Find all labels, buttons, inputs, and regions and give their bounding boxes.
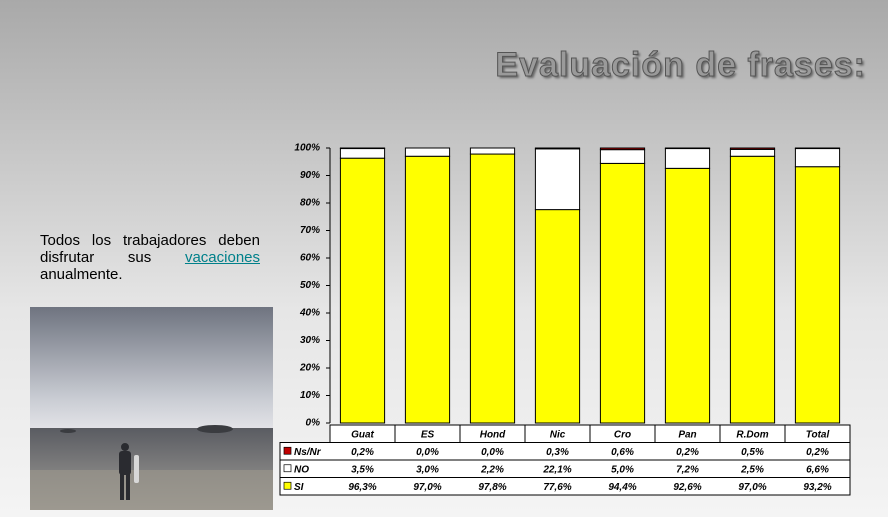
value-label: 5,0% — [611, 464, 634, 475]
bar-segment — [339, 148, 386, 159]
value-label: 97,8% — [478, 482, 506, 493]
y-tick-label: 20% — [299, 363, 320, 374]
x-tick-label: R.Dom — [736, 429, 768, 440]
bar-segment — [404, 147, 451, 157]
value-label: 6,6% — [806, 464, 829, 475]
value-label: 3,0% — [416, 464, 439, 475]
bar-segment — [404, 155, 451, 424]
value-label: 3,5% — [351, 464, 374, 475]
bar-segment — [729, 155, 776, 424]
text: Todos los trabajadores deben disfrutar s… — [40, 232, 260, 266]
value-label: 93,2% — [803, 482, 831, 493]
y-tick-label: 30% — [300, 335, 320, 346]
y-tick-label: 10% — [300, 390, 320, 401]
bar-segment — [339, 157, 386, 424]
value-label: 2,5% — [740, 464, 764, 475]
bar-segment — [534, 209, 581, 424]
bar-segment — [339, 147, 386, 150]
value-label: 2,2% — [480, 464, 504, 475]
y-tick-label: 90% — [300, 170, 320, 181]
bar-segment — [599, 162, 646, 424]
bar-segment — [534, 148, 581, 211]
legend-swatch — [283, 464, 292, 473]
legend-label: SI — [294, 482, 304, 493]
y-tick-label: 60% — [300, 253, 320, 264]
link[interactable]: vacaciones — [184, 249, 260, 266]
value-label: 96,3% — [348, 482, 376, 493]
legend-swatch — [283, 446, 292, 455]
x-tick-label: Guat — [351, 429, 374, 440]
bar-segment — [794, 147, 841, 150]
y-tick-label: 50% — [300, 280, 320, 291]
bar-segment — [599, 149, 646, 164]
value-label: 97,0% — [413, 482, 441, 493]
bar-segment — [664, 148, 711, 169]
value-label: 0,6% — [611, 447, 634, 458]
photo — [30, 307, 273, 510]
y-tick-label: 80% — [300, 198, 320, 209]
bar-segment — [729, 147, 776, 150]
y-tick-label: 0% — [306, 418, 321, 429]
x-tick-label: Total — [806, 429, 830, 440]
value-label: 0,3% — [546, 447, 569, 458]
x-tick-label: ES — [421, 429, 435, 440]
bar-segment — [664, 147, 711, 150]
bar-segment — [469, 147, 516, 155]
legend-label: NO — [294, 464, 309, 475]
legend-label: Ns/Nr — [294, 447, 322, 458]
y-tick-label: 100% — [294, 143, 320, 154]
value-label: 94,4% — [608, 482, 636, 493]
x-tick-label: Cro — [614, 429, 631, 440]
value-label: 92,6% — [673, 482, 701, 493]
value-label: 22,1% — [542, 464, 571, 475]
value-label: 97,0% — [738, 482, 766, 493]
x-tick-label: Pan — [678, 429, 696, 440]
y-tick-label: 70% — [300, 225, 320, 236]
value-label: 0,2% — [806, 447, 829, 458]
value-label: 0,5% — [741, 447, 764, 458]
paragraph: Todos los trabajadores deben disfrutar s… — [40, 232, 260, 283]
value-label: 7,2% — [676, 464, 699, 475]
value-label: 0,2% — [351, 447, 374, 458]
bar-segment — [794, 148, 841, 168]
text: anualmente. — [40, 266, 123, 283]
y-tick-label: 40% — [299, 308, 320, 319]
value-label: 77,6% — [543, 482, 571, 493]
bar-segment — [599, 147, 646, 151]
bar-segment — [664, 167, 711, 424]
bar-segment — [729, 148, 776, 157]
slide-title: Evaluación de frases: — [495, 46, 866, 85]
bar-segment — [534, 147, 581, 150]
bar-segment — [469, 153, 516, 424]
x-tick-label: Hond — [480, 429, 506, 440]
legend-swatch — [283, 481, 292, 490]
value-label: 0,0% — [416, 447, 439, 458]
x-tick-label: Nic — [550, 429, 566, 440]
value-label: 0,2% — [676, 447, 699, 458]
bar-segment — [794, 166, 841, 424]
value-label: 0,0% — [481, 447, 504, 458]
